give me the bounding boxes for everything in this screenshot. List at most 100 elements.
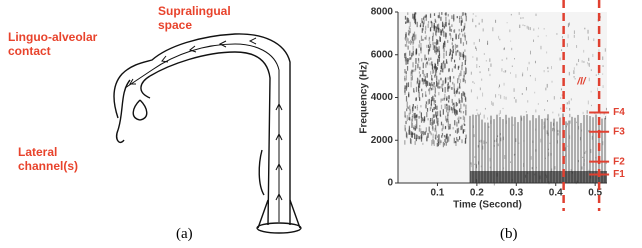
noise bbox=[485, 108, 486, 110]
noise bbox=[554, 96, 555, 99]
noise bbox=[440, 37, 441, 42]
noise bbox=[428, 58, 429, 61]
noise bbox=[455, 64, 456, 68]
noise bbox=[414, 19, 415, 23]
noise bbox=[436, 106, 437, 110]
noise bbox=[460, 111, 461, 114]
noise bbox=[458, 75, 459, 79]
noise bbox=[495, 94, 496, 97]
noise bbox=[457, 139, 458, 142]
noise bbox=[437, 82, 438, 88]
airflow-arrows bbox=[125, 38, 282, 222]
noise bbox=[574, 35, 575, 38]
noise bbox=[514, 97, 515, 99]
noise bbox=[593, 38, 594, 41]
noise bbox=[504, 96, 505, 99]
noise bbox=[548, 71, 549, 73]
noise bbox=[435, 135, 436, 139]
noise bbox=[507, 22, 508, 23]
noise bbox=[409, 105, 410, 110]
noise bbox=[523, 25, 524, 26]
noise bbox=[444, 135, 445, 137]
noise bbox=[588, 63, 589, 66]
noise bbox=[459, 57, 460, 60]
noise bbox=[589, 63, 590, 67]
noise bbox=[487, 117, 488, 119]
noise bbox=[455, 44, 456, 50]
label-contact: Linguo-alveolar contact bbox=[8, 30, 118, 58]
noise bbox=[465, 35, 466, 40]
noise bbox=[529, 62, 530, 64]
noise bbox=[437, 62, 438, 67]
noise bbox=[591, 105, 592, 106]
noise bbox=[448, 121, 449, 127]
noise bbox=[499, 84, 500, 86]
noise bbox=[472, 19, 473, 23]
noise bbox=[408, 94, 409, 97]
noise bbox=[547, 84, 548, 88]
noise bbox=[463, 130, 464, 133]
noise bbox=[405, 16, 406, 20]
noise bbox=[439, 12, 440, 18]
noise bbox=[502, 59, 503, 61]
noise bbox=[438, 118, 439, 122]
noise bbox=[448, 14, 449, 17]
noise bbox=[408, 38, 409, 41]
noise bbox=[430, 107, 431, 111]
noise bbox=[434, 46, 435, 51]
noise bbox=[591, 91, 592, 93]
noise bbox=[437, 49, 438, 52]
noise bbox=[412, 70, 413, 73]
noise bbox=[447, 137, 448, 143]
noise bbox=[404, 69, 405, 73]
noise bbox=[406, 83, 407, 86]
noise bbox=[591, 69, 592, 70]
noise bbox=[419, 97, 420, 101]
noise bbox=[461, 125, 462, 130]
noise bbox=[434, 128, 435, 132]
noise bbox=[422, 70, 423, 74]
x-tick-label: 0.5 bbox=[588, 188, 602, 199]
noise bbox=[441, 84, 442, 89]
noise bbox=[480, 113, 481, 115]
noise bbox=[568, 34, 569, 38]
noise bbox=[518, 143, 519, 144]
noise bbox=[561, 88, 562, 90]
noise bbox=[425, 31, 426, 34]
noise bbox=[451, 15, 452, 19]
noise bbox=[404, 140, 405, 144]
noise bbox=[429, 37, 430, 40]
noise bbox=[588, 30, 589, 34]
noise bbox=[474, 42, 475, 45]
noise bbox=[450, 76, 451, 79]
lower-lip bbox=[117, 80, 130, 142]
noise bbox=[442, 80, 443, 85]
noise bbox=[419, 71, 420, 73]
noise bbox=[405, 121, 406, 124]
noise bbox=[453, 19, 454, 21]
noise bbox=[405, 115, 406, 118]
noise bbox=[444, 24, 445, 28]
noise bbox=[462, 62, 463, 66]
noise bbox=[589, 78, 590, 82]
noise bbox=[419, 128, 420, 132]
noise bbox=[438, 15, 439, 18]
x-axis-label: Time (Second) bbox=[453, 200, 522, 211]
noise bbox=[423, 17, 424, 19]
noise bbox=[574, 67, 575, 70]
y-tick-label: 2000 bbox=[371, 135, 394, 146]
noise bbox=[445, 135, 446, 138]
noise bbox=[426, 112, 427, 117]
noise bbox=[461, 29, 462, 32]
noise bbox=[449, 26, 450, 31]
noise bbox=[433, 25, 434, 28]
noise bbox=[431, 140, 432, 146]
noise bbox=[429, 46, 430, 50]
noise bbox=[426, 85, 427, 87]
noise bbox=[530, 75, 531, 76]
noise bbox=[442, 98, 443, 100]
noise bbox=[457, 103, 458, 106]
noise bbox=[424, 116, 425, 121]
noise bbox=[514, 88, 515, 92]
noise bbox=[432, 109, 433, 112]
